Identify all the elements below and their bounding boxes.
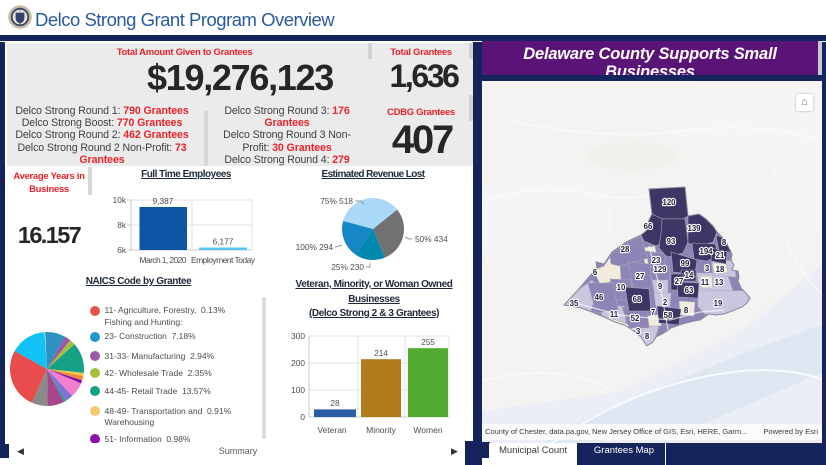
svg-text:68: 68 (633, 295, 642, 304)
svg-text:99: 99 (681, 259, 690, 268)
svg-text:21: 21 (716, 251, 725, 260)
svg-text:255: 255 (421, 337, 435, 347)
svg-text:28: 28 (330, 398, 340, 408)
svg-text:6: 6 (593, 268, 598, 277)
svg-text:10: 10 (617, 283, 626, 292)
svg-text:14: 14 (685, 271, 694, 280)
svg-text:3: 3 (636, 327, 641, 336)
svg-text:46: 46 (595, 293, 604, 302)
svg-text:19: 19 (714, 299, 723, 308)
svg-text:6,177: 6,177 (213, 237, 234, 247)
svg-text:58: 58 (664, 311, 673, 320)
svg-text:214: 214 (374, 348, 388, 358)
svg-text:8k: 8k (117, 220, 127, 230)
svg-text:8: 8 (684, 306, 689, 315)
svg-text:194: 194 (699, 247, 713, 256)
svg-text:11: 11 (701, 278, 710, 287)
svg-text:8: 8 (645, 332, 650, 341)
svg-text:8: 8 (722, 238, 727, 247)
svg-text:Veteran: Veteran (317, 425, 347, 435)
svg-text:139: 139 (687, 224, 701, 233)
svg-text:27: 27 (636, 272, 645, 281)
svg-text:50% 434: 50% 434 (415, 234, 448, 244)
svg-text:Minority: Minority (366, 425, 397, 435)
svg-text:129: 129 (653, 265, 667, 274)
svg-text:27: 27 (675, 277, 684, 286)
svg-text:93: 93 (667, 237, 676, 246)
svg-text:100: 100 (291, 385, 305, 395)
svg-text:11: 11 (610, 310, 619, 319)
svg-text:66: 66 (644, 222, 653, 231)
svg-text:9: 9 (658, 282, 663, 291)
svg-text:200: 200 (291, 358, 305, 368)
svg-text:100% 294: 100% 294 (296, 242, 334, 252)
svg-text:Women: Women (413, 425, 442, 435)
svg-text:52: 52 (631, 314, 640, 323)
svg-text:63: 63 (685, 286, 694, 295)
svg-text:120: 120 (662, 198, 676, 207)
svg-text:75% 518: 75% 518 (320, 196, 353, 206)
svg-text:25% 230: 25% 230 (331, 262, 364, 272)
svg-text:18: 18 (716, 265, 725, 274)
svg-text:Employment Today: Employment Today (191, 255, 256, 265)
svg-text:9,387: 9,387 (153, 196, 174, 206)
svg-text:28: 28 (621, 245, 630, 254)
svg-text:13: 13 (715, 278, 724, 287)
svg-text:7: 7 (651, 308, 655, 317)
svg-text:300: 300 (291, 331, 305, 341)
svg-text:10k: 10k (113, 195, 127, 205)
svg-text:3: 3 (705, 264, 710, 273)
svg-text:2: 2 (663, 298, 668, 307)
svg-text:35: 35 (570, 299, 579, 308)
svg-text:0: 0 (300, 412, 305, 422)
svg-text:23: 23 (652, 256, 661, 265)
svg-text:March 1, 2020: March 1, 2020 (140, 255, 187, 265)
svg-text:6k: 6k (117, 245, 127, 255)
